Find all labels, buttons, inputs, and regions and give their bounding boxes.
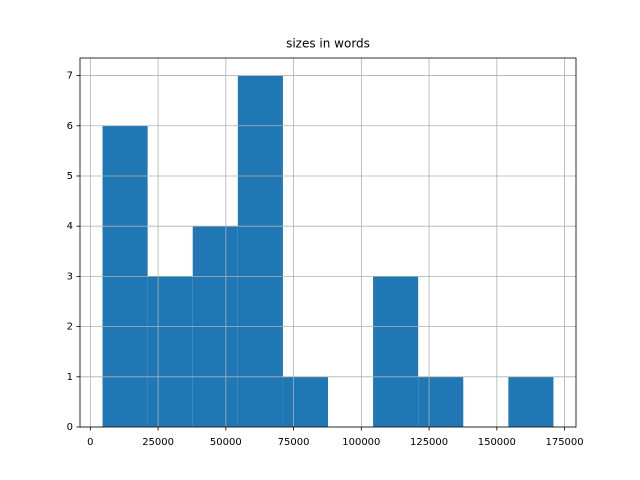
x-tick-label: 100000 xyxy=(342,437,380,448)
axes-frame xyxy=(79,57,577,428)
y-tick-label: 4 xyxy=(67,221,73,232)
y-tick-label: 5 xyxy=(67,171,73,182)
y-tick-label: 2 xyxy=(67,322,73,333)
bar xyxy=(282,376,328,427)
x-tick-label: 175000 xyxy=(545,437,583,448)
bar xyxy=(508,376,554,427)
x-tick-label: 75000 xyxy=(278,437,310,448)
chart-title: sizes in words xyxy=(286,37,370,51)
y-tick-label: 6 xyxy=(67,121,73,132)
y-tick-label: 7 xyxy=(67,71,73,82)
y-tick-label: 0 xyxy=(67,422,73,433)
x-tick-label: 150000 xyxy=(478,437,516,448)
x-tick-label: 50000 xyxy=(210,437,242,448)
y-tick-label: 3 xyxy=(67,271,73,282)
y-tick-label: 1 xyxy=(67,372,73,383)
x-tick-label: 25000 xyxy=(142,437,174,448)
bar xyxy=(418,376,464,427)
x-tick-label: 0 xyxy=(87,437,93,448)
bar xyxy=(147,276,193,427)
x-tick-label: 125000 xyxy=(410,437,448,448)
bar xyxy=(373,276,419,427)
bar xyxy=(237,75,283,428)
